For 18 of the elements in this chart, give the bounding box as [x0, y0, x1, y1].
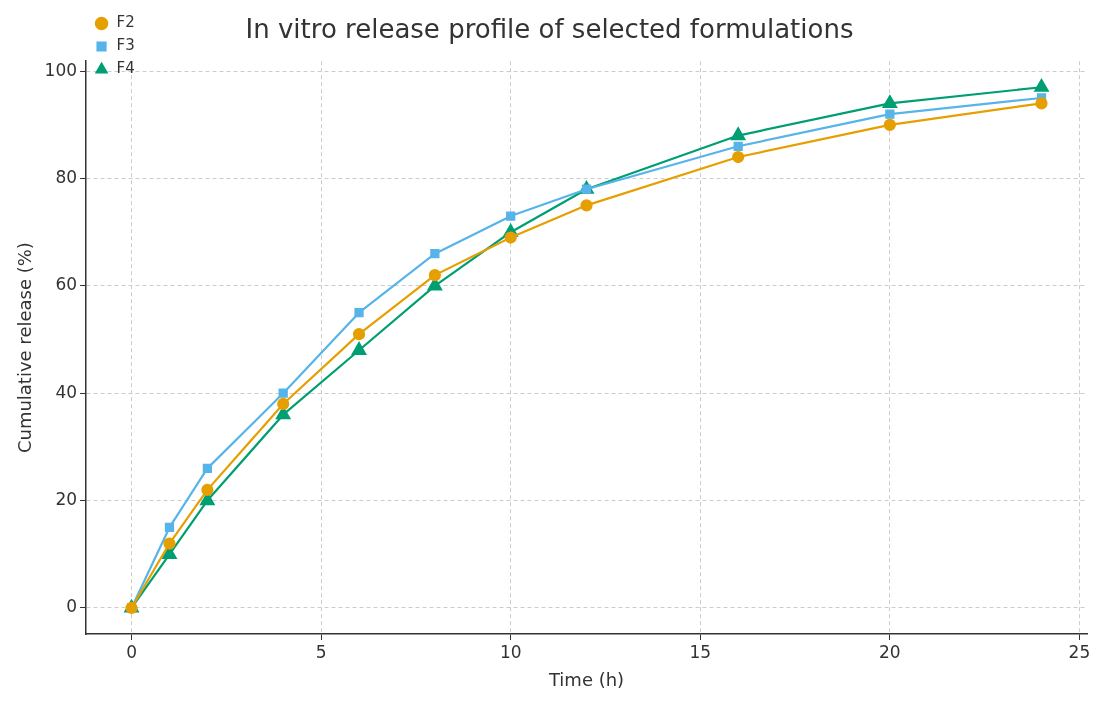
x-tick-label: 10	[499, 641, 522, 662]
x-tick-label: 5	[315, 641, 327, 662]
y-tick-label: 40	[55, 381, 78, 402]
legend-label: F3	[116, 36, 135, 55]
x-tick-label: 25	[1068, 641, 1091, 662]
legend-label: F4	[116, 59, 135, 78]
legend-label: F2	[116, 13, 135, 32]
y-tick-label: 20	[55, 489, 78, 510]
y-tick-label: 0	[66, 596, 78, 617]
chart-title: In vitro release profile of selected formulations	[245, 14, 854, 45]
x-tick-label: 20	[879, 641, 901, 662]
x-axis-title: Time (h)	[547, 668, 625, 690]
y-tick-label: 100	[44, 59, 78, 80]
y-axis-title: Cumulative release (%)	[14, 242, 36, 454]
y-tick-label: 80	[55, 166, 78, 187]
x-tick-label: 0	[126, 641, 137, 662]
y-tick-label: 60	[55, 274, 78, 295]
x-tick-label: 15	[689, 641, 712, 662]
